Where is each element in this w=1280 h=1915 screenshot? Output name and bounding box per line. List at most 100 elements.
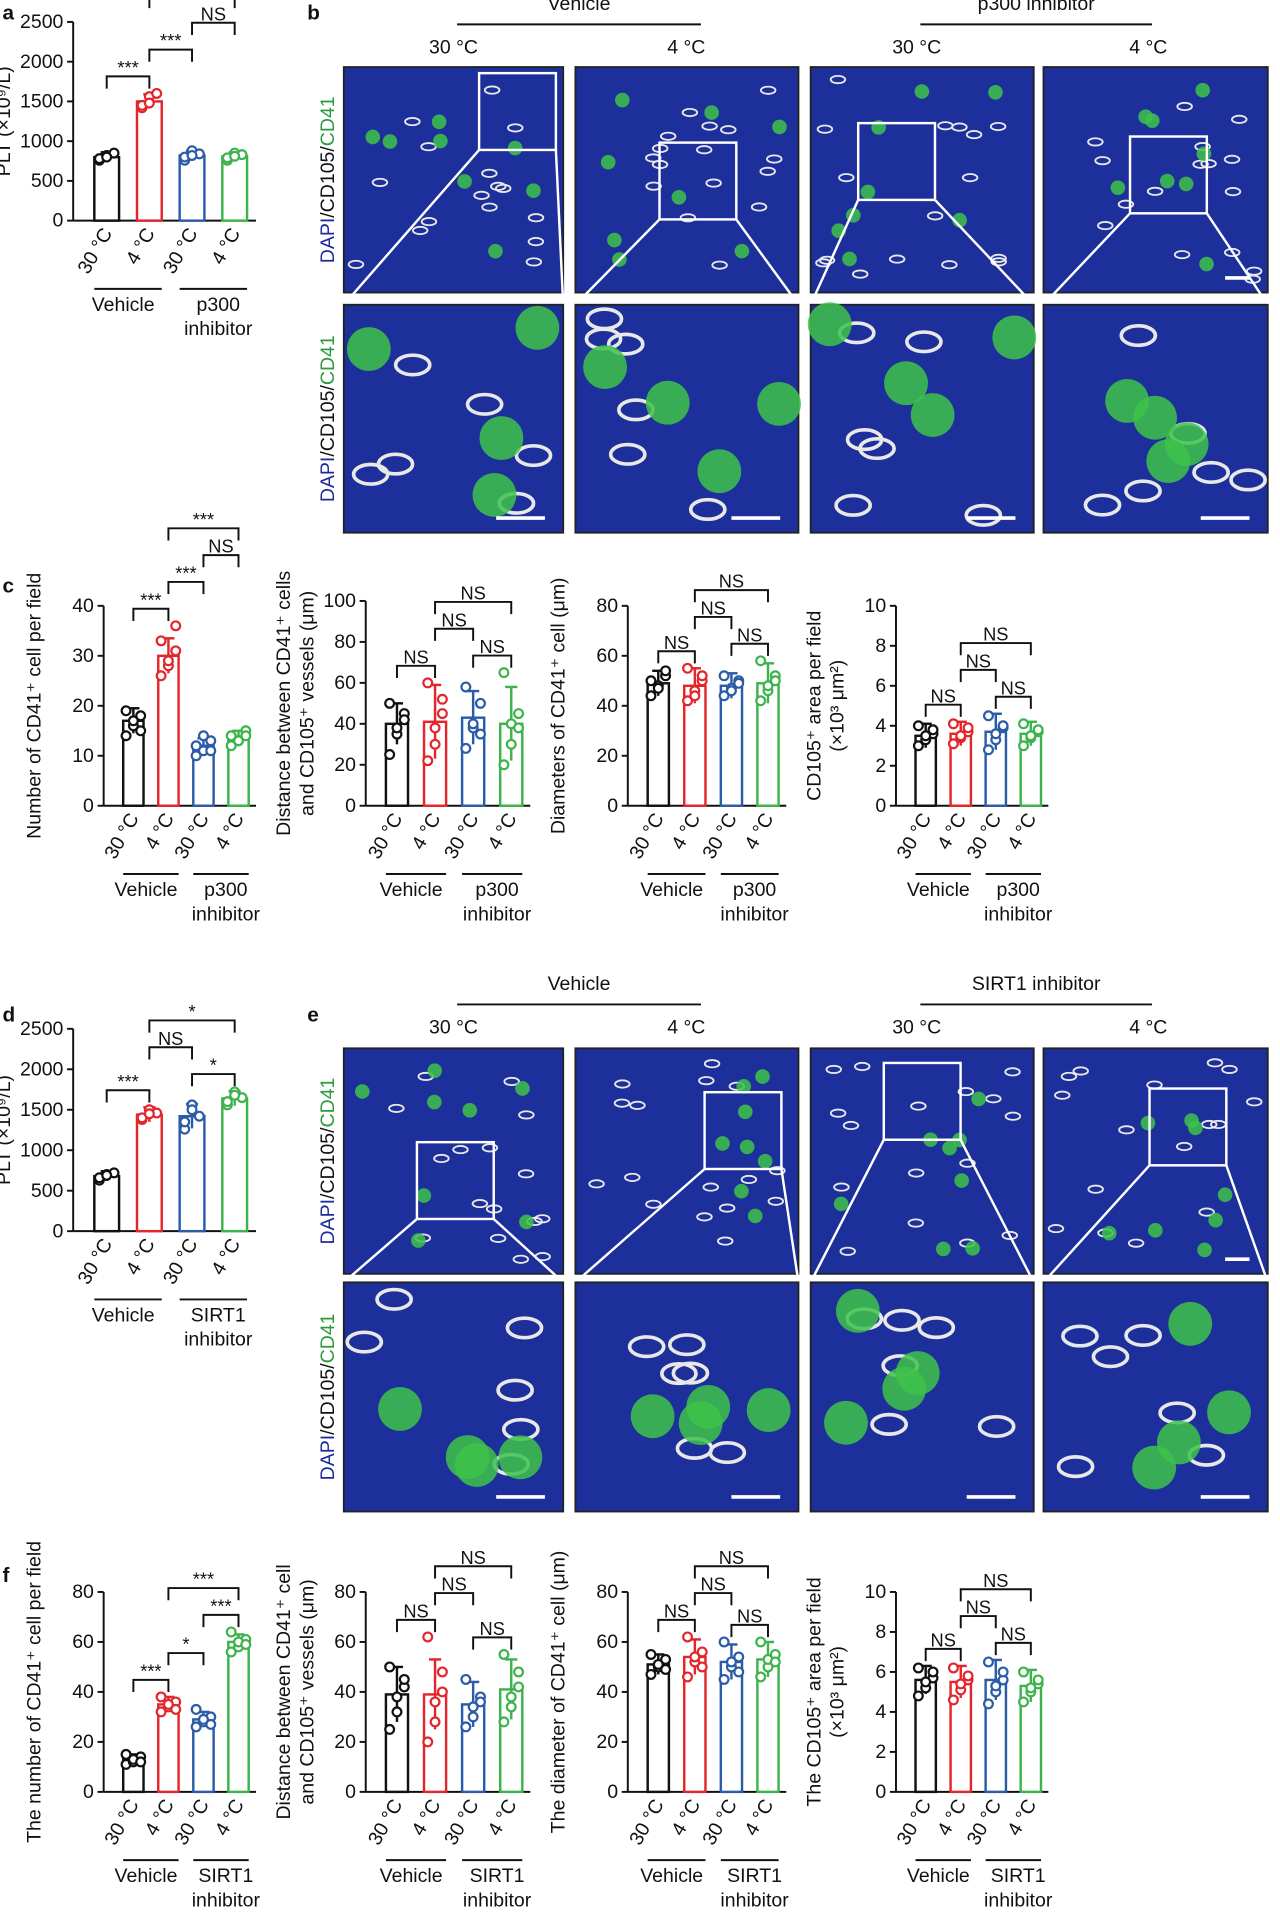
data-point [229,1089,241,1101]
cell [416,1188,432,1203]
data-point [733,1651,745,1663]
significance-label: * [188,1001,195,1022]
vessel [345,1330,384,1354]
vessel [1224,187,1242,197]
group-label: Vehicle [115,1865,178,1887]
data-point [645,690,657,702]
x-tick-label: 30 °C [625,809,669,862]
x-tick-label: 30 °C [698,809,742,862]
group-label: Vehicle [115,879,178,901]
data-point [718,670,730,682]
y-tick-label: 60 [596,645,618,667]
data-point [660,1663,672,1675]
data-point [240,1638,252,1650]
condition-label: 30 °C [892,1017,941,1039]
data-point [398,714,410,726]
data-point [645,1648,657,1660]
vessel [667,1333,706,1357]
data-point [221,1096,233,1108]
data-point [689,1651,701,1663]
vessel [818,255,836,265]
significance-label: NS [158,1028,183,1049]
vessel [624,1172,641,1182]
significance-label: NS [403,1600,428,1621]
significance-label: *** [175,562,196,583]
group-label: inhibitor [984,1889,1053,1911]
vessel [371,177,389,187]
vessel [514,443,553,468]
vessel [679,213,697,223]
cell [715,1136,730,1151]
data-point [962,722,974,734]
bar [646,1663,671,1794]
data-point [398,1673,410,1685]
y-tick-label: 80 [596,1581,618,1603]
data-point [170,645,182,657]
group-header: Vehicle [548,973,611,995]
cell [472,472,517,517]
data-point [205,745,217,757]
vessel [1124,1323,1163,1348]
cell [645,380,690,425]
significance-bracket [472,1636,513,1650]
panel-label: d [2,1003,15,1026]
vessel [608,442,647,466]
cell [1168,1301,1213,1346]
data-point [755,655,767,667]
significance-label: *** [193,509,214,530]
cell [1197,1242,1212,1258]
zoom-box [415,1140,495,1221]
data-point [1025,1682,1037,1694]
cell [736,1079,752,1094]
data-point [384,1661,396,1673]
cell [433,133,448,149]
significance-label: * [210,1055,217,1076]
y-tick-label: 6 [875,675,886,697]
cell [427,1094,442,1110]
vessel [769,1166,786,1176]
data-point [755,1671,767,1683]
data-point [689,690,701,702]
data-point [143,1108,155,1120]
significance-label: *** [117,1071,138,1092]
data-point [429,1696,441,1708]
data-point [990,1680,1002,1692]
vessel [1221,1064,1238,1075]
vessel [766,154,783,164]
vessel [907,1168,925,1178]
data-point [143,97,155,109]
group-label: Vehicle [907,879,970,901]
vessel [829,1108,847,1118]
group-label: p300 [204,879,248,901]
data-point [179,1116,191,1128]
significance-label: NS [719,571,744,592]
x-tick-label: 4 °C [740,809,778,853]
data-point [436,708,448,720]
vessel [481,202,498,212]
significance-bracket [959,642,1032,656]
y-tick-label: 20 [72,1731,94,1753]
stain-part: /CD105/ [317,1127,339,1199]
data-point [997,1666,1009,1678]
y-tick-label: 0 [345,1781,356,1803]
data-point [127,715,139,727]
y-tick-label: 60 [334,672,356,694]
vessel [767,1196,785,1206]
cell [992,315,1037,360]
data-point [982,1698,994,1710]
significance-bracket [693,1592,733,1606]
significance-label: *** [160,30,181,51]
cell [427,1063,443,1078]
significance-label: NS [664,632,689,653]
cell [988,85,1003,100]
y-tick-label: 4 [875,715,886,737]
vessel [645,181,662,191]
vessel [1047,1224,1065,1234]
zoom-line [1205,212,1269,306]
y-axis-label: Number of CD41⁺ cell per field [23,573,45,839]
vessel [842,1120,860,1131]
data-point [170,1703,182,1715]
zoom-box [882,1061,962,1141]
vessel [527,213,545,223]
vessel [703,1059,721,1069]
